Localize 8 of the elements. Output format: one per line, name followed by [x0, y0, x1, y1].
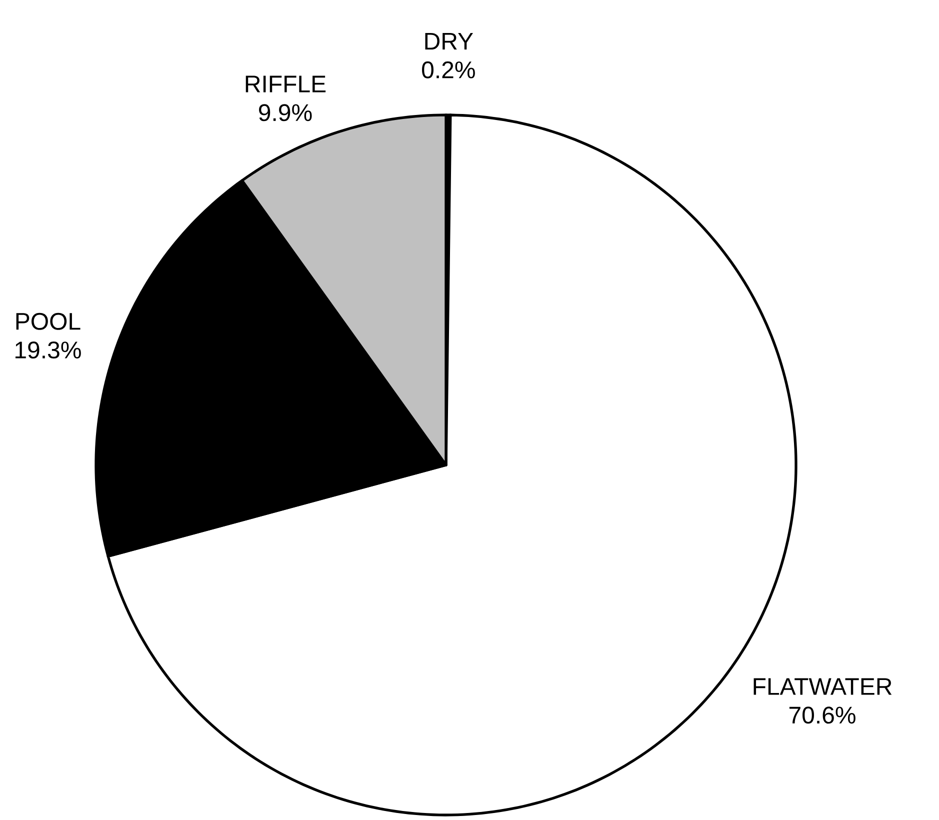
- data-label: 19.3%: [16, 342, 81, 359]
- data-label: 70.6%: [789, 706, 856, 724]
- data-label: 9.9%: [259, 104, 312, 122]
- slice-label: RIFFLE: [246, 76, 326, 92]
- slice-label: DRY: [425, 32, 474, 50]
- data-label: 0.2%: [422, 61, 475, 78]
- slice-label: FLATWATER: [754, 678, 892, 695]
- slice-label: POOL: [16, 312, 80, 330]
